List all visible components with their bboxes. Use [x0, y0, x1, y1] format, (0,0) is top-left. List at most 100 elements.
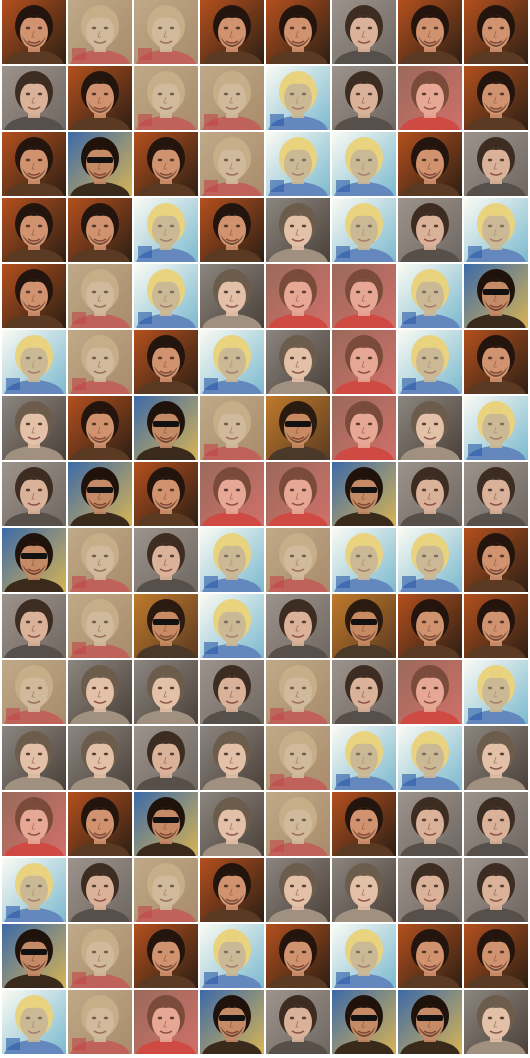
face-image: [2, 132, 66, 196]
face-tile: [266, 132, 330, 196]
face-image: [332, 264, 396, 328]
face-image: [2, 660, 66, 724]
face-image: [398, 990, 462, 1054]
shoulders: [400, 974, 460, 988]
face-tile: [266, 990, 330, 1054]
shoulders: [466, 116, 526, 130]
shoulders: [334, 446, 394, 460]
face-image: [2, 66, 66, 130]
sunglasses: [87, 157, 113, 163]
face-image: [398, 858, 462, 922]
face-tile: [200, 0, 264, 64]
face-image: [200, 264, 264, 328]
shoulders: [70, 248, 130, 262]
face-tile: [68, 66, 132, 130]
face-image: [134, 132, 198, 196]
sunglasses: [351, 619, 377, 625]
face-tile: [68, 396, 132, 460]
face-image: [68, 396, 132, 460]
face-image: [200, 660, 264, 724]
face-tile: [134, 528, 198, 592]
face-image: [332, 330, 396, 394]
face-tile: [200, 330, 264, 394]
face-image: [464, 66, 528, 130]
face-image: [464, 990, 528, 1054]
face-image: [464, 660, 528, 724]
face-image: [398, 66, 462, 130]
face-image: [332, 0, 396, 64]
face-tile: [68, 990, 132, 1054]
shoulders: [466, 1040, 526, 1054]
shoulders: [4, 446, 64, 460]
shoulders: [4, 974, 64, 988]
face-tile: [2, 990, 66, 1054]
face-tile: [2, 462, 66, 526]
face-image: [200, 198, 264, 262]
face-tile: [68, 264, 132, 328]
face-image: [68, 66, 132, 130]
face-image: [398, 0, 462, 64]
face-tile: [134, 396, 198, 460]
shoulders: [70, 842, 130, 856]
face-image: [266, 66, 330, 130]
shoulders: [202, 776, 262, 790]
face-tile: [332, 396, 396, 460]
shoulders: [466, 182, 526, 196]
face-image: [398, 924, 462, 988]
face-tile: [266, 396, 330, 460]
face-image: [266, 858, 330, 922]
face-image: [464, 726, 528, 790]
shoulders: [268, 50, 328, 64]
face-image: [464, 858, 528, 922]
face-image: [134, 594, 198, 658]
face-image: [398, 396, 462, 460]
face-image: [134, 990, 198, 1054]
face-tile: [68, 132, 132, 196]
shoulders: [466, 314, 526, 328]
face-image: [68, 330, 132, 394]
face-image: [200, 528, 264, 592]
face-image: [332, 198, 396, 262]
face-image: [398, 726, 462, 790]
face-tile: [464, 132, 528, 196]
face-tile: [332, 330, 396, 394]
shoulders: [4, 314, 64, 328]
face-tile: [464, 264, 528, 328]
face-image: [332, 396, 396, 460]
face-image: [68, 132, 132, 196]
face-image: [2, 792, 66, 856]
face-image: [398, 528, 462, 592]
shoulders: [4, 644, 64, 658]
face-image: [398, 792, 462, 856]
face-image: [266, 198, 330, 262]
face-tile: [2, 132, 66, 196]
face-tile: [398, 594, 462, 658]
sunglasses: [483, 289, 509, 295]
face-image: [2, 0, 66, 64]
face-tile: [398, 0, 462, 64]
face-tile: [464, 330, 528, 394]
shoulders: [400, 248, 460, 262]
face-image: [134, 198, 198, 262]
shoulders: [466, 908, 526, 922]
face-image: [68, 528, 132, 592]
face-image: [398, 660, 462, 724]
shoulders: [136, 512, 196, 526]
shoulders: [136, 1040, 196, 1054]
face-image: [134, 0, 198, 64]
shoulders: [268, 1040, 328, 1054]
shoulders: [334, 512, 394, 526]
shoulders: [400, 116, 460, 130]
face-tile: [134, 462, 198, 526]
sunglasses: [153, 421, 179, 427]
shoulders: [4, 512, 64, 526]
face-image: [134, 924, 198, 988]
face-tile: [266, 924, 330, 988]
face-image: [266, 726, 330, 790]
shoulders: [202, 314, 262, 328]
face-tile: [398, 198, 462, 262]
face-tile: [464, 66, 528, 130]
shoulders: [334, 710, 394, 724]
shoulders: [400, 50, 460, 64]
face-tile: [266, 792, 330, 856]
